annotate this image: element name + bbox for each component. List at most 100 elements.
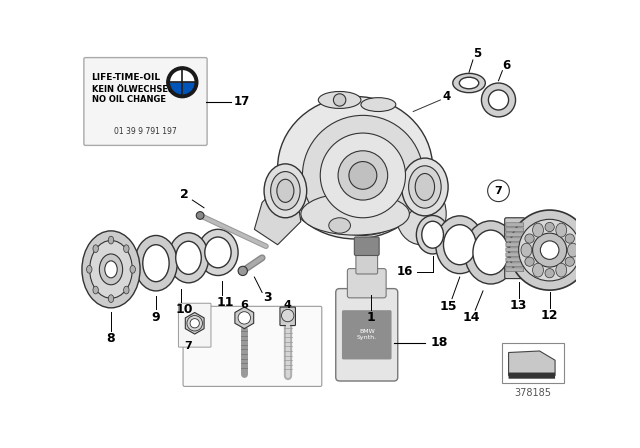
Text: LIFE-TIME-OIL: LIFE-TIME-OIL bbox=[92, 73, 161, 82]
Circle shape bbox=[488, 180, 509, 202]
Polygon shape bbox=[186, 313, 204, 334]
FancyBboxPatch shape bbox=[506, 233, 524, 237]
Circle shape bbox=[488, 90, 509, 110]
FancyBboxPatch shape bbox=[356, 251, 378, 274]
Ellipse shape bbox=[532, 263, 543, 277]
Ellipse shape bbox=[329, 218, 351, 233]
FancyBboxPatch shape bbox=[280, 307, 296, 326]
Ellipse shape bbox=[318, 91, 361, 108]
Text: 7: 7 bbox=[495, 186, 502, 196]
FancyBboxPatch shape bbox=[506, 243, 524, 247]
Text: 9: 9 bbox=[152, 310, 160, 323]
Ellipse shape bbox=[108, 295, 114, 302]
Ellipse shape bbox=[444, 225, 476, 265]
Ellipse shape bbox=[124, 286, 129, 294]
Ellipse shape bbox=[105, 261, 117, 278]
Text: 01 39 9 791 197: 01 39 9 791 197 bbox=[114, 127, 177, 136]
Ellipse shape bbox=[93, 286, 99, 294]
Text: 7: 7 bbox=[184, 341, 193, 351]
Ellipse shape bbox=[143, 245, 169, 282]
FancyBboxPatch shape bbox=[84, 58, 207, 146]
Ellipse shape bbox=[278, 96, 433, 239]
Polygon shape bbox=[254, 183, 301, 245]
Circle shape bbox=[481, 83, 516, 117]
Ellipse shape bbox=[436, 216, 484, 274]
Text: 3: 3 bbox=[263, 291, 272, 304]
Text: 8: 8 bbox=[107, 332, 115, 345]
Ellipse shape bbox=[124, 245, 129, 253]
FancyBboxPatch shape bbox=[506, 268, 524, 271]
FancyBboxPatch shape bbox=[506, 248, 524, 252]
Text: 15: 15 bbox=[440, 300, 457, 313]
Ellipse shape bbox=[532, 223, 543, 237]
Circle shape bbox=[545, 222, 554, 232]
FancyBboxPatch shape bbox=[183, 306, 322, 386]
Text: 378185: 378185 bbox=[514, 388, 551, 398]
FancyBboxPatch shape bbox=[506, 223, 524, 227]
Circle shape bbox=[525, 257, 534, 266]
Ellipse shape bbox=[176, 241, 202, 274]
Ellipse shape bbox=[277, 179, 294, 202]
Text: 2: 2 bbox=[180, 188, 189, 201]
Circle shape bbox=[338, 151, 388, 200]
Circle shape bbox=[167, 67, 198, 98]
Ellipse shape bbox=[415, 173, 435, 200]
Ellipse shape bbox=[90, 241, 132, 298]
Ellipse shape bbox=[396, 183, 446, 245]
Circle shape bbox=[540, 241, 559, 259]
Circle shape bbox=[565, 234, 575, 243]
Text: 13: 13 bbox=[510, 299, 527, 312]
Ellipse shape bbox=[460, 77, 479, 89]
Wedge shape bbox=[182, 69, 196, 82]
FancyBboxPatch shape bbox=[506, 253, 524, 257]
Circle shape bbox=[190, 319, 199, 328]
FancyBboxPatch shape bbox=[179, 303, 211, 347]
Text: 17: 17 bbox=[234, 95, 250, 108]
Wedge shape bbox=[169, 82, 182, 95]
Ellipse shape bbox=[271, 172, 300, 210]
Ellipse shape bbox=[99, 254, 123, 285]
Ellipse shape bbox=[402, 158, 448, 216]
FancyBboxPatch shape bbox=[506, 258, 524, 262]
FancyBboxPatch shape bbox=[355, 237, 379, 255]
Text: 6: 6 bbox=[502, 59, 510, 72]
Circle shape bbox=[196, 211, 204, 220]
FancyBboxPatch shape bbox=[348, 269, 386, 298]
Ellipse shape bbox=[205, 237, 231, 268]
Circle shape bbox=[238, 312, 250, 324]
Ellipse shape bbox=[198, 229, 238, 276]
Text: 14: 14 bbox=[463, 311, 480, 324]
Wedge shape bbox=[169, 69, 182, 82]
FancyBboxPatch shape bbox=[502, 343, 564, 383]
FancyBboxPatch shape bbox=[342, 310, 392, 359]
Circle shape bbox=[518, 220, 580, 281]
Text: 12: 12 bbox=[541, 309, 559, 322]
Ellipse shape bbox=[361, 98, 396, 112]
Circle shape bbox=[565, 257, 575, 266]
Polygon shape bbox=[509, 351, 555, 375]
Ellipse shape bbox=[473, 230, 509, 275]
Ellipse shape bbox=[82, 231, 140, 308]
Text: 5: 5 bbox=[473, 47, 481, 60]
Circle shape bbox=[187, 315, 202, 331]
Circle shape bbox=[238, 266, 248, 276]
Text: 1: 1 bbox=[366, 311, 375, 324]
Ellipse shape bbox=[417, 215, 449, 254]
Text: NO OIL CHANGE: NO OIL CHANGE bbox=[92, 95, 166, 103]
FancyBboxPatch shape bbox=[506, 263, 524, 267]
Ellipse shape bbox=[408, 166, 441, 208]
Ellipse shape bbox=[264, 164, 307, 218]
Circle shape bbox=[509, 210, 590, 290]
Text: 18: 18 bbox=[430, 336, 447, 349]
Circle shape bbox=[320, 133, 406, 218]
Circle shape bbox=[169, 69, 196, 96]
Ellipse shape bbox=[134, 236, 177, 291]
Text: 4: 4 bbox=[284, 300, 292, 310]
FancyBboxPatch shape bbox=[336, 289, 397, 381]
FancyBboxPatch shape bbox=[506, 238, 524, 241]
Text: 16: 16 bbox=[397, 265, 413, 278]
Text: BMW
Synth.: BMW Synth. bbox=[356, 329, 377, 340]
Ellipse shape bbox=[422, 221, 444, 248]
Ellipse shape bbox=[168, 233, 209, 283]
Text: 11: 11 bbox=[217, 296, 234, 309]
